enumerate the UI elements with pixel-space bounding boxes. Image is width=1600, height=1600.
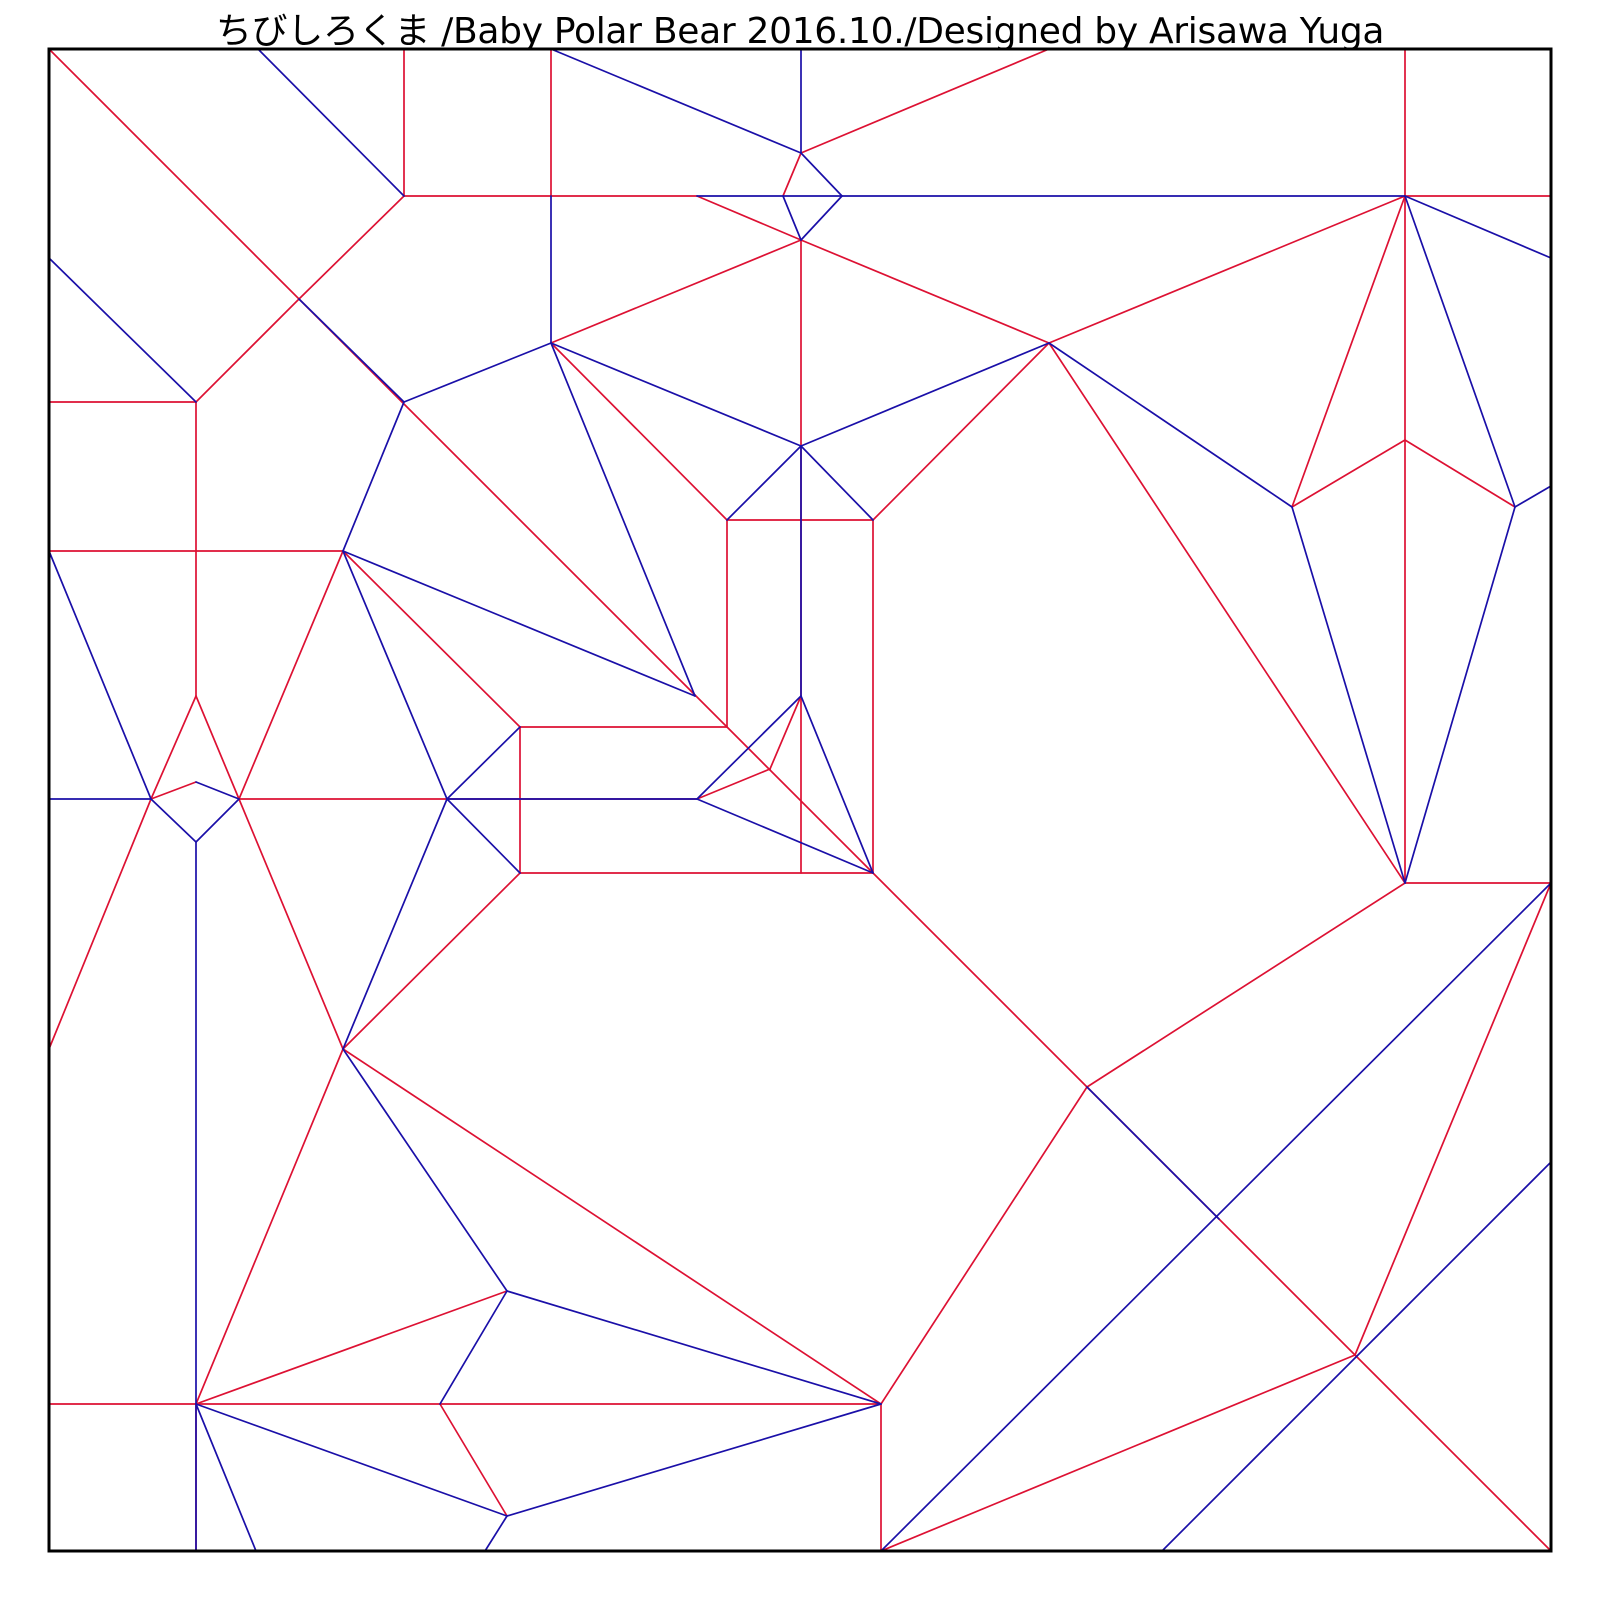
valley-fold-line <box>800 695 874 874</box>
valley-fold-line <box>257 48 405 197</box>
mountain-fold-line <box>342 550 521 728</box>
mountain-fold-line <box>800 48 1050 154</box>
valley-fold-line <box>446 798 521 874</box>
valley-fold-line <box>195 781 240 800</box>
mountain-fold-line <box>150 781 197 800</box>
valley-fold-line <box>1404 195 1516 508</box>
mountain-fold-line <box>342 1048 882 1405</box>
valley-fold-line <box>550 342 696 697</box>
valley-fold-lines <box>48 48 1552 1552</box>
mountain-fold-line <box>1048 342 1406 884</box>
valley-fold-line <box>342 550 448 800</box>
valley-fold-line <box>782 195 802 241</box>
valley-fold-line <box>48 257 197 403</box>
mountain-fold-line <box>769 769 874 874</box>
mountain-fold-line <box>1048 195 1406 344</box>
mountain-fold-line <box>872 872 1088 1088</box>
mountain-fold-line <box>195 695 240 800</box>
valley-fold-line <box>800 445 874 521</box>
mountain-fold-line <box>195 1290 508 1405</box>
valley-fold-line <box>342 550 696 697</box>
mountain-fold-line <box>872 342 1050 521</box>
valley-fold-line <box>195 798 240 843</box>
valley-fold-line <box>195 1403 257 1552</box>
mountain-fold-line <box>696 768 771 800</box>
valley-fold-line <box>800 152 843 197</box>
mountain-fold-line <box>1291 439 1406 508</box>
valley-fold-line <box>726 445 802 521</box>
valley-fold-line <box>1404 195 1552 259</box>
valley-fold-line <box>342 401 405 552</box>
mountain-fold-lines <box>48 48 1552 1552</box>
mountain-fold-line <box>1404 439 1516 508</box>
mountain-fold-line <box>298 298 696 696</box>
mountain-fold-line <box>48 48 300 300</box>
valley-fold-line <box>696 798 874 874</box>
mountain-fold-line <box>48 798 152 1050</box>
valley-fold-line <box>298 298 405 403</box>
valley-fold-line <box>1086 1086 1220 1220</box>
valley-fold-line <box>446 726 521 800</box>
mountain-fold-line <box>880 1354 1356 1552</box>
valley-fold-line <box>550 48 802 154</box>
valley-fold-line <box>696 695 802 800</box>
mountain-fold-line <box>238 798 344 1050</box>
valley-fold-line <box>403 342 552 403</box>
mountain-fold-line <box>298 195 405 300</box>
valley-fold-line <box>550 342 802 447</box>
mountain-fold-line <box>238 550 344 800</box>
mountain-fold-line <box>195 298 300 403</box>
mountain-fold-line <box>696 195 802 241</box>
mountain-fold-line <box>769 695 802 770</box>
valley-fold-line <box>880 882 1552 1552</box>
paper-border <box>47 47 1553 1553</box>
valley-fold-line <box>150 798 197 843</box>
valley-fold-line <box>195 1403 508 1517</box>
valley-fold-line <box>1514 485 1552 508</box>
mountain-fold-line <box>694 694 771 771</box>
mountain-fold-line <box>782 152 802 197</box>
mountain-fold-line <box>550 342 728 521</box>
diagram-title: ちびしろくま /Baby Polar Bear 2016.10./Designe… <box>215 11 1385 52</box>
valley-fold-line <box>439 1290 508 1405</box>
mountain-fold-line <box>1354 882 1552 1356</box>
mountain-fold-line <box>342 872 521 1050</box>
mountain-fold-line <box>1291 195 1406 508</box>
valley-fold-line <box>1048 342 1293 508</box>
valley-fold-line <box>506 1290 882 1405</box>
valley-fold-line <box>342 1048 508 1292</box>
mountain-fold-line <box>550 239 802 344</box>
mountain-fold-line <box>439 1403 508 1517</box>
mountain-fold-line <box>800 239 1050 344</box>
valley-fold-line <box>800 342 1050 447</box>
valley-fold-line <box>506 1403 882 1517</box>
mountain-fold-line <box>1086 882 1406 1088</box>
valley-fold-line <box>1161 1161 1552 1552</box>
mountain-fold-line <box>880 1086 1088 1405</box>
mountain-fold-line <box>150 695 197 800</box>
valley-fold-line <box>1291 506 1406 884</box>
mountain-fold-line <box>195 1048 344 1405</box>
valley-fold-line <box>1404 506 1516 884</box>
mountain-fold-line <box>1354 1354 1552 1552</box>
valley-fold-line <box>48 550 152 800</box>
valley-fold-line <box>800 195 843 241</box>
valley-fold-line <box>342 798 448 1050</box>
valley-fold-line <box>484 1515 508 1552</box>
